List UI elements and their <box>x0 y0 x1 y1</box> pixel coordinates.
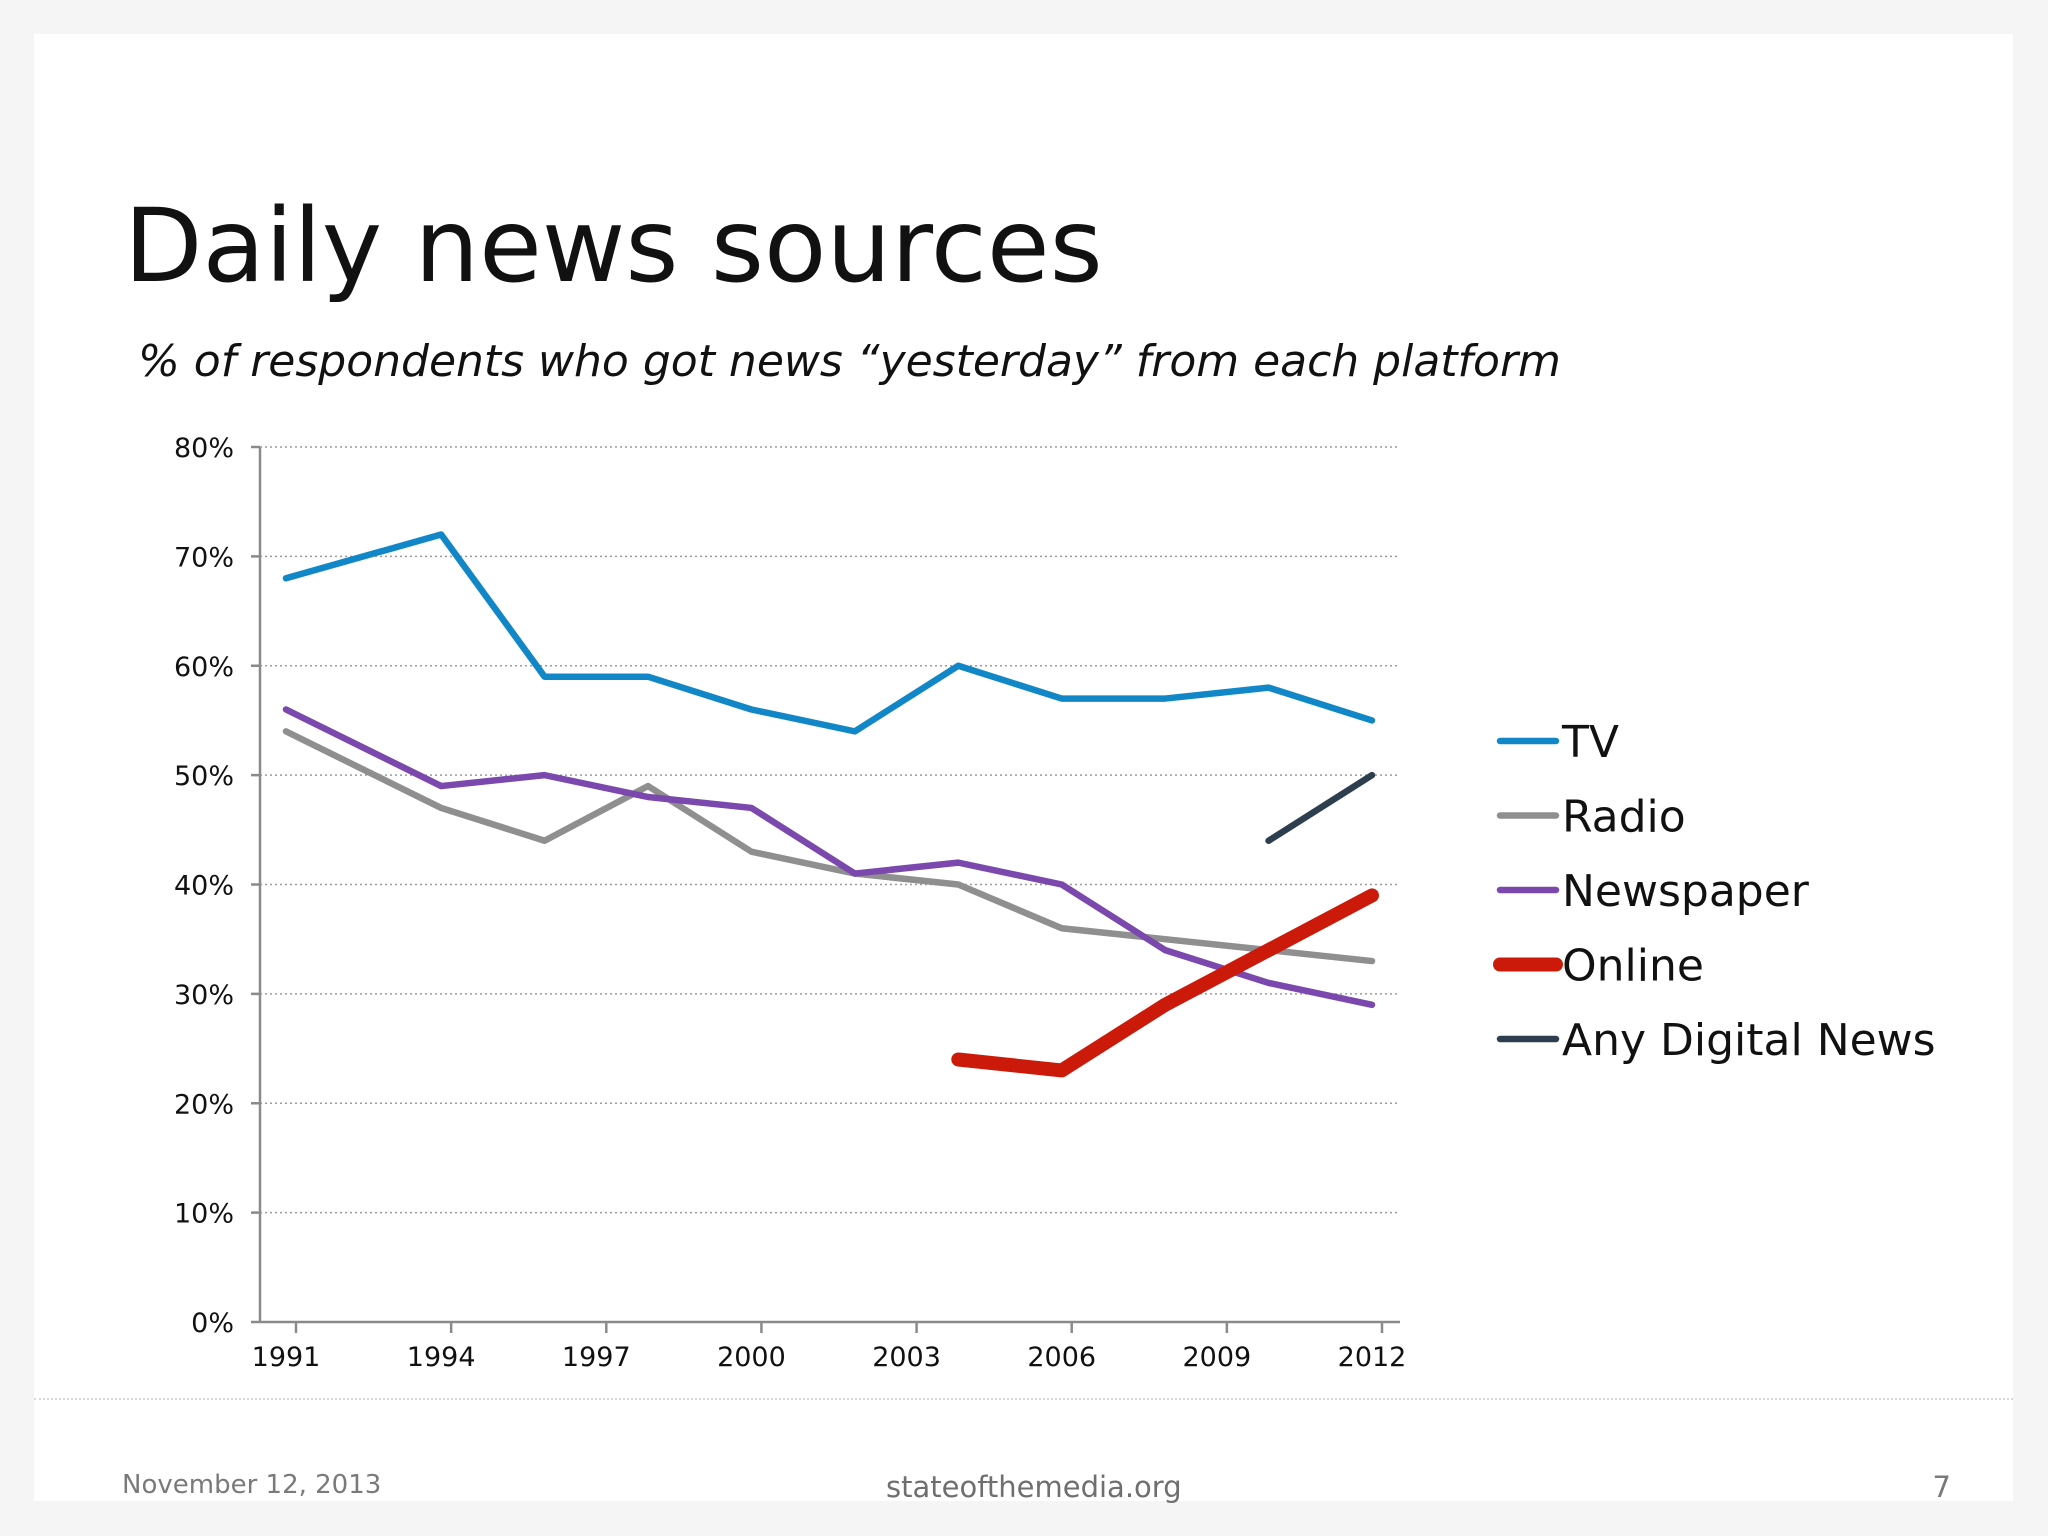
y-tick-label: 0% <box>191 1308 234 1339</box>
series-line-online <box>951 888 1379 1078</box>
x-tick-label: 1997 <box>562 1342 631 1373</box>
y-tick-label: 60% <box>174 652 234 683</box>
y-tick-label: 80% <box>174 433 234 464</box>
slide: Daily news sources % of respondents who … <box>34 34 2013 1504</box>
slide-title: Daily news sources <box>124 187 1103 306</box>
legend-label-tv: TV <box>1561 717 1619 768</box>
x-tick-label: 1991 <box>252 1342 321 1373</box>
x-tick-label: 1994 <box>407 1342 476 1373</box>
legend-label-radio: Radio <box>1562 792 1686 843</box>
series-line-tv <box>282 531 1376 735</box>
legend-label-online: Online <box>1562 941 1704 992</box>
x-tick-label: 2006 <box>1027 1342 1096 1373</box>
legend-label-newspaper: Newspaper <box>1562 866 1810 917</box>
legend-label-any-digital-news: Any Digital News <box>1562 1015 1936 1066</box>
y-tick-label: 50% <box>174 761 234 792</box>
y-tick-label: 10% <box>174 1199 234 1230</box>
x-tick-label: 2000 <box>717 1342 786 1373</box>
x-tick-label: 2003 <box>872 1342 941 1373</box>
slide-subtitle: % of respondents who got news “yesterday… <box>138 336 1561 387</box>
x-tick-label: 2012 <box>1338 1342 1407 1373</box>
y-tick-label: 20% <box>174 1089 234 1120</box>
y-tick-label: 30% <box>174 980 234 1011</box>
x-tick-label: 2009 <box>1182 1342 1251 1373</box>
y-tick-label: 70% <box>174 542 234 573</box>
series-line-radio <box>282 728 1376 965</box>
footer-date: November 12, 2013 <box>122 1470 382 1500</box>
footer-divider <box>34 1398 2013 1400</box>
series-line-any-digital-news <box>1265 771 1376 844</box>
y-tick-label: 40% <box>174 871 234 902</box>
line-chart: 0% 10% 20% 30% 40% 50% 60% 70% 80% 1991 1994 1997 20… <box>174 433 1936 1373</box>
footer-page-number: 7 <box>1932 1470 1951 1504</box>
footer-source: stateofthemedia.org <box>886 1470 1182 1504</box>
series-line-newspaper <box>282 706 1376 1009</box>
